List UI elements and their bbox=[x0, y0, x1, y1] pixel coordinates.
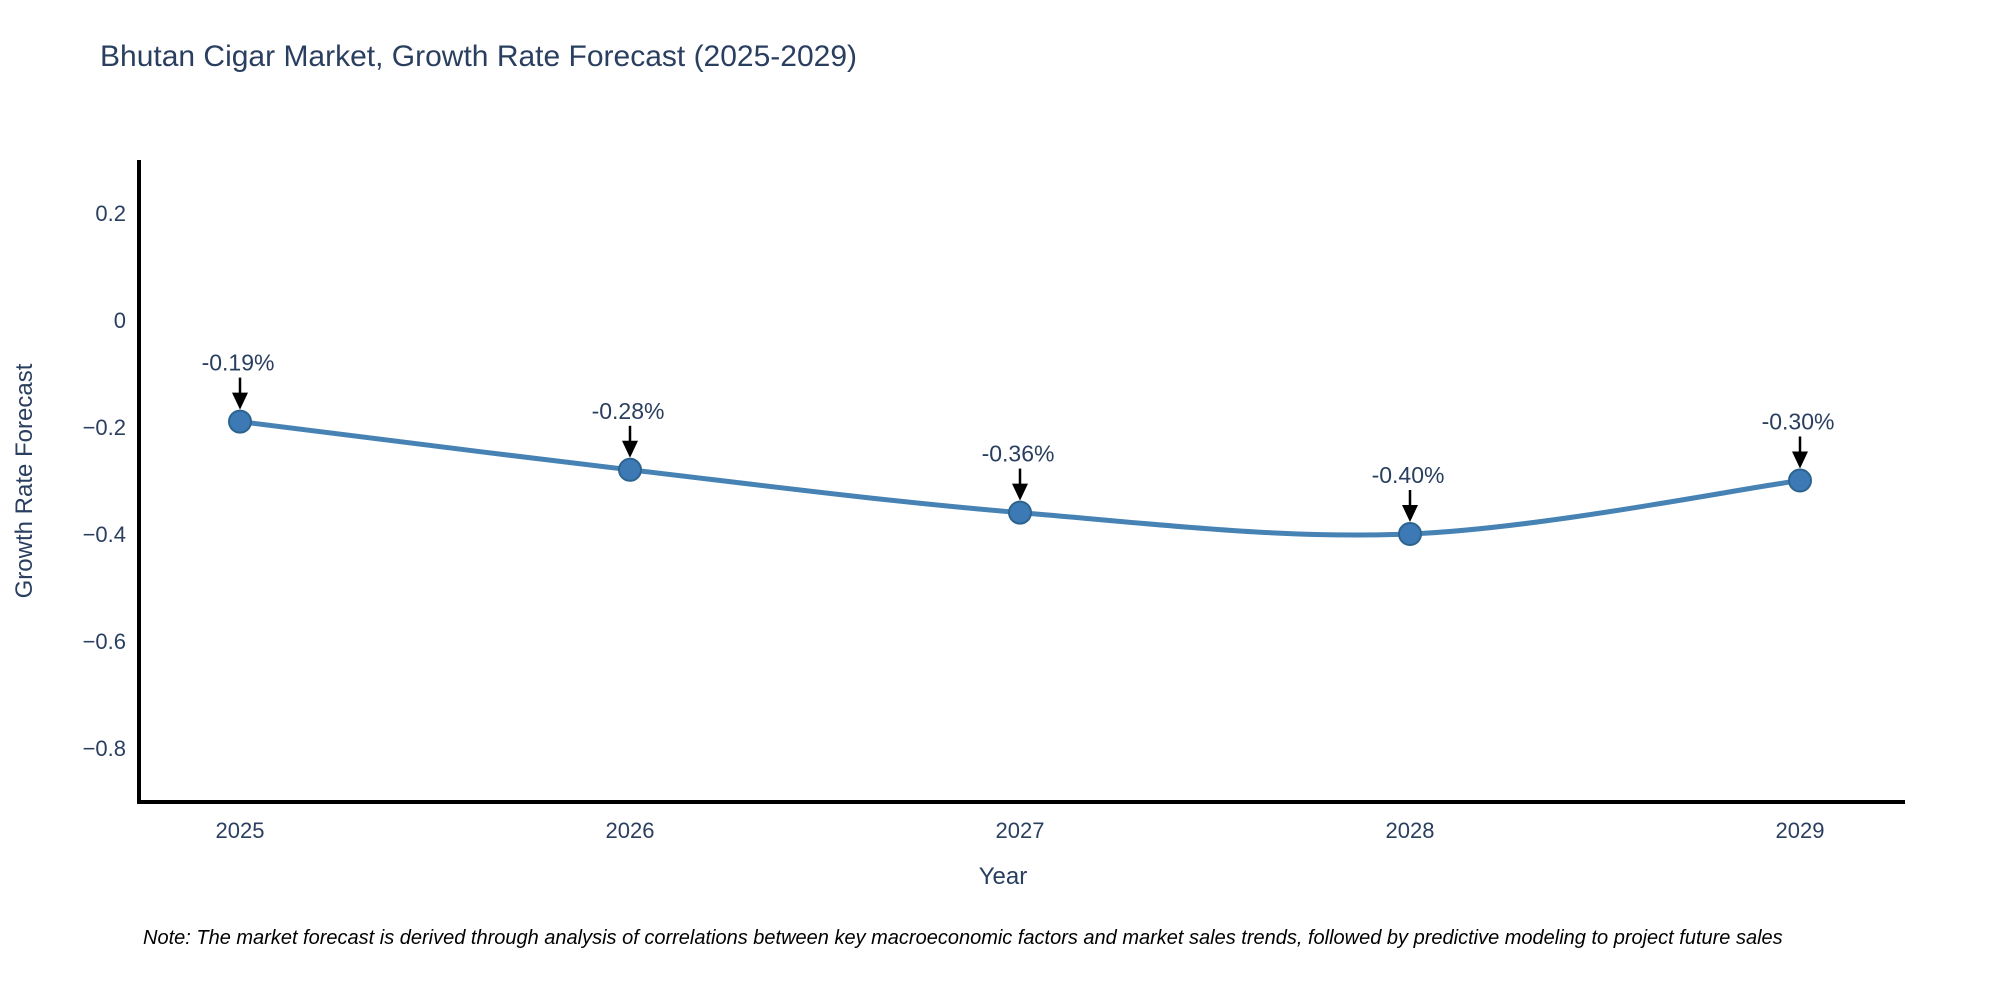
y-tick-label: 0 bbox=[114, 308, 126, 333]
data-point[interactable] bbox=[618, 457, 642, 482]
data-point[interactable] bbox=[1788, 468, 1812, 493]
y-tick-label: −0.4 bbox=[83, 522, 126, 547]
chart-title: Bhutan Cigar Market, Growth Rate Forecas… bbox=[100, 40, 857, 73]
x-axis-title: Year bbox=[979, 863, 1028, 890]
annotation-arrowhead-icon bbox=[1792, 451, 1808, 469]
point-annotation-label: -0.28% bbox=[592, 398, 665, 424]
y-tick-label: −0.6 bbox=[83, 629, 126, 654]
y-tick-label: −0.2 bbox=[83, 415, 126, 440]
data-point[interactable] bbox=[228, 409, 252, 434]
x-tick-label: 2025 bbox=[216, 818, 265, 843]
data-point[interactable] bbox=[1398, 522, 1422, 546]
point-annotation-label: -0.19% bbox=[202, 350, 275, 376]
x-tick-label: 2027 bbox=[996, 818, 1045, 843]
point-annotations: -0.19% -0.28% -0.36% -0.40% -0.30% bbox=[202, 350, 1835, 522]
annotation-arrowhead-icon bbox=[232, 392, 248, 410]
x-axis-tick-labels: 2025 2026 2027 2028 2029 bbox=[216, 818, 1825, 843]
y-tick-label: −0.8 bbox=[83, 736, 126, 761]
annotation-arrowhead-icon bbox=[1012, 483, 1028, 501]
x-tick-label: 2026 bbox=[606, 818, 655, 843]
y-axis-tick-labels: 0.2 0 −0.2 −0.4 −0.6 −0.8 bbox=[83, 201, 126, 761]
annotation-arrowhead-icon bbox=[622, 440, 638, 458]
data-point[interactable] bbox=[1008, 500, 1032, 525]
point-annotation-label: -0.40% bbox=[1372, 462, 1445, 488]
y-axis-title: Growth Rate Forecast bbox=[11, 363, 38, 598]
annotation-arrowhead-icon bbox=[1402, 505, 1418, 522]
point-annotation-label: -0.30% bbox=[1762, 409, 1835, 435]
point-annotation-label: -0.36% bbox=[982, 441, 1055, 467]
forecast-data-points bbox=[228, 409, 1812, 546]
chart-footnote: Note: The market forecast is derived thr… bbox=[143, 927, 1783, 949]
y-tick-label: 0.2 bbox=[95, 201, 126, 226]
x-tick-label: 2029 bbox=[1776, 818, 1825, 843]
x-tick-label: 2028 bbox=[1386, 818, 1435, 843]
